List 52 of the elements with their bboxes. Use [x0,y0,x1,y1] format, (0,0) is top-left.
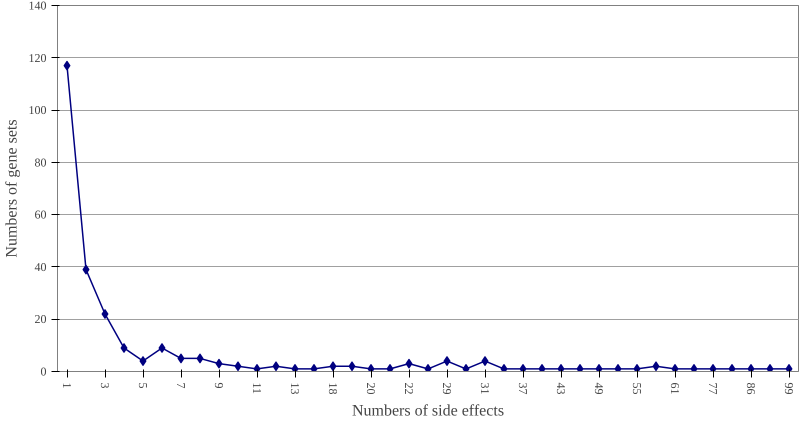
point [254,364,260,372]
point [462,364,470,372]
x-tick-label: 22 [402,382,416,394]
x-tick-label: 49 [592,382,606,394]
point [786,364,792,372]
y-tick-label: 140 [28,0,46,12]
point [576,364,584,372]
x-tick-label: 31 [478,382,492,394]
x-tick-label: 20 [364,382,378,394]
point [292,364,298,372]
x-tick-label: 1 [60,382,74,388]
x-tick-label: 43 [554,382,568,394]
y-axis-title: Numbers of gene sets [4,119,20,258]
x-axis-title: Numbers of side effects [352,402,504,420]
point [386,364,394,372]
point [728,364,736,372]
x-tick-label: 77 [706,382,720,394]
point [748,364,754,372]
point [690,364,698,372]
point [500,364,508,372]
x-tick-label: 13 [288,382,302,394]
point [634,364,640,372]
y-tick-label: 120 [28,50,46,65]
y-tick-label: 100 [28,103,46,118]
y-tick-label: 60 [34,208,46,222]
point [766,364,774,372]
y-tick-label: 40 [34,260,46,274]
x-tick-label: 9 [212,382,226,388]
x-tick-label: 37 [516,382,530,394]
point [558,364,564,372]
x-tick-label: 7 [174,382,188,388]
point [310,364,318,372]
y-tick-label: 80 [34,155,46,170]
point [710,364,716,372]
point [596,364,602,372]
y-tick-label: 0 [40,364,46,378]
x-tick-label: 86 [744,382,758,394]
x-tick-label: 11 [250,382,264,394]
x-tick-label: 61 [668,382,682,394]
point [520,364,526,372]
point [538,364,546,372]
x-tick-label: 5 [136,382,150,388]
point [614,364,622,372]
y-tick-label: 20 [34,312,46,326]
point [672,364,678,372]
x-tick-label: 29 [440,382,454,394]
x-tick-label: 99 [782,382,796,394]
x-tick-label: 3 [98,382,112,388]
point [368,364,374,372]
x-tick-label: 18 [326,382,340,394]
point [424,364,432,372]
x-tick-label: 55 [630,382,644,394]
